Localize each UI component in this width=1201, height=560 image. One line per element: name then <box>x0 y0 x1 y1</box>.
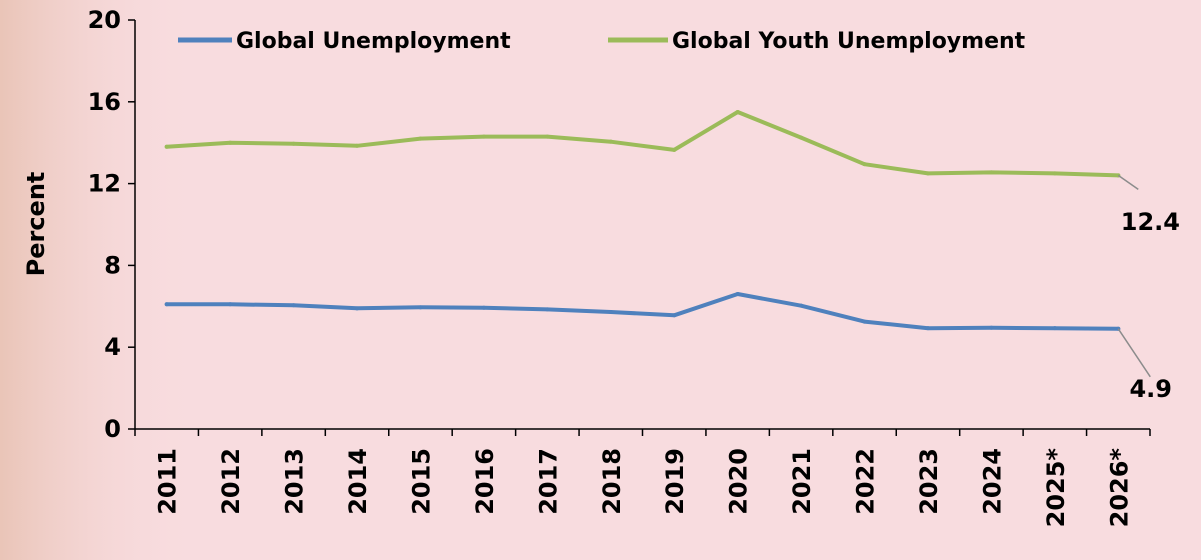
data-point <box>925 171 930 176</box>
x-tick-label: 2022 <box>852 448 880 515</box>
y-tick-label: 0 <box>104 415 121 443</box>
data-point <box>545 307 550 312</box>
end-value-label: 12.4 <box>1121 208 1180 236</box>
data-point <box>735 292 740 297</box>
data-point <box>608 139 613 144</box>
data-point <box>672 147 677 152</box>
leader-line <box>1117 174 1139 191</box>
data-point <box>862 319 867 324</box>
axes: 0 4 8 12 16 20 Percent 2011 2012 2013 2014 2015 2016… <box>22 6 1151 528</box>
series-lines <box>164 110 1121 331</box>
series-line <box>164 292 1121 331</box>
data-labels: 4.9 12.4 <box>1117 174 1180 403</box>
data-point <box>291 303 296 308</box>
data-point <box>545 134 550 139</box>
data-point <box>1052 171 1057 176</box>
end-value-label: 4.9 <box>1129 375 1172 403</box>
data-point <box>481 305 486 310</box>
background-shade <box>0 0 200 560</box>
x-tick-label: 2015 <box>407 448 435 515</box>
data-point <box>164 302 169 307</box>
x-tick-label: 2019 <box>661 448 689 515</box>
y-tick-label: 4 <box>104 333 121 361</box>
x-tick-label: 2014 <box>344 448 372 515</box>
series-line <box>164 110 1121 178</box>
data-point <box>862 162 867 167</box>
x-tick-label: 2018 <box>598 448 626 515</box>
y-axis-label: Percent <box>22 172 50 277</box>
data-point <box>672 313 677 318</box>
y-tick-label: 8 <box>104 251 121 279</box>
data-point <box>418 136 423 141</box>
data-point <box>228 140 233 145</box>
x-tick-label: 2013 <box>281 448 309 515</box>
x-tick-label: 2024 <box>978 448 1006 515</box>
data-point <box>799 135 804 140</box>
data-point <box>228 302 233 307</box>
leader-line <box>1117 328 1151 378</box>
data-point <box>418 305 423 310</box>
x-tick-label: 2026* <box>1105 448 1133 528</box>
x-tick-label: 2025* <box>1042 448 1070 528</box>
x-tick-label: 2021 <box>788 448 816 515</box>
x-tick-label: 2023 <box>915 448 943 515</box>
y-tick-label: 16 <box>88 88 121 116</box>
legend-label: Global Unemployment <box>236 29 511 54</box>
legend-label: Global Youth Unemployment <box>672 29 1026 54</box>
data-point <box>735 110 740 115</box>
data-point <box>1052 326 1057 331</box>
x-tick-label: 2017 <box>534 448 562 515</box>
x-tick-label: 2011 <box>154 448 182 515</box>
data-point <box>608 310 613 315</box>
y-tick-label: 20 <box>88 6 121 34</box>
data-point <box>355 306 360 311</box>
data-point <box>925 326 930 331</box>
data-point <box>355 143 360 148</box>
x-tick-label: 2012 <box>217 448 245 515</box>
data-point <box>164 144 169 149</box>
x-tick-label: 2016 <box>471 448 499 515</box>
x-tick-label: 2020 <box>725 448 753 515</box>
data-point <box>989 170 994 175</box>
legend: Global Unemployment Global Youth Unemploy… <box>178 29 1026 54</box>
data-point <box>799 303 804 308</box>
data-point <box>481 134 486 139</box>
data-point <box>291 141 296 146</box>
data-point <box>989 325 994 330</box>
y-tick-label: 12 <box>88 170 121 198</box>
